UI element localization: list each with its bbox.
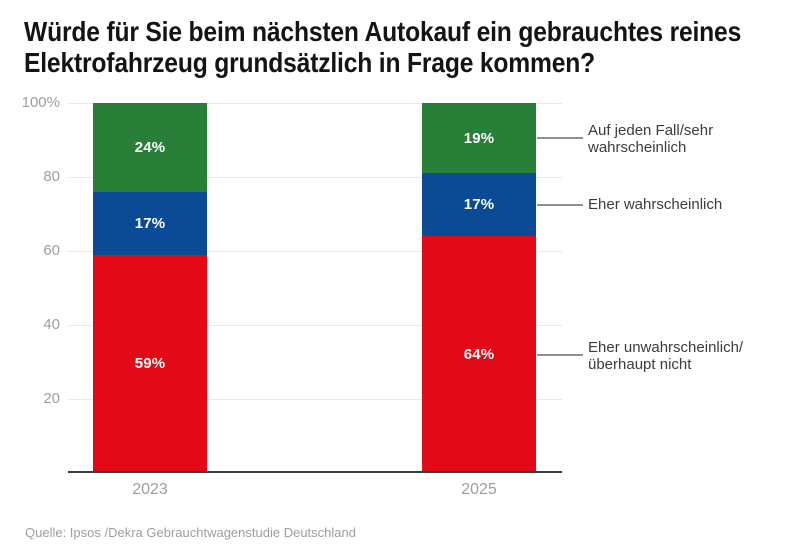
legend-connector-unlikely [537,354,583,356]
stacked-bar-2025: 64% 17% 19% [422,103,536,473]
stacked-bar-2023: 59% 17% 24% [93,103,207,473]
segment-value-label: 59% [134,355,166,373]
y-tick-label-80: 80 [43,168,60,185]
legend-label-unlikely: Eher unwahrscheinlich/ überhaupt nicht [588,339,743,373]
segment-value-label: 17% [134,214,166,232]
plot-area: 59% 17% 24% 64% 17% 19% [68,103,562,473]
bar-segment-2023-rather-likely: 17% [93,191,207,255]
legend-label-line: Eher unwahrscheinlich/ [588,339,744,356]
legend-connector-very-likely [537,137,583,139]
chart-title-line2: Elektrofahrzeug grundsätzlich in Frage k… [24,47,596,78]
gridline-80 [68,177,562,178]
legend-label-line: überhaupt nicht [588,356,692,373]
bar-segment-2023-very-likely: 24% [93,103,207,192]
x-axis-line [68,471,562,473]
y-tick-label-60: 60 [43,242,60,259]
legend-connector-rather-likely [537,204,583,206]
source-note: Quelle: Ipsos /Dekra Gebrauchtwagenstudi… [25,525,356,540]
gridline-40 [68,325,562,326]
bar-segment-2025-very-likely: 19% [422,103,536,174]
bar-segment-2023-unlikely: 59% [93,254,207,473]
x-tick-label-2025: 2025 [461,481,497,498]
y-tick-label-20: 20 [43,390,60,407]
chart-title: Würde für Sie beim nächsten Autokauf ein… [24,16,781,78]
segment-value-label: 64% [463,346,495,364]
legend-label-line: Auf jeden Fall/sehr [588,122,714,139]
legend-label-rather-likely: Eher wahrscheinlich [588,196,722,213]
gridline-60 [68,251,562,252]
segment-value-label: 17% [463,196,495,214]
gridline-100 [68,103,562,104]
x-tick-label-2023: 2023 [132,481,168,498]
segment-value-label: 24% [134,138,166,156]
chart-title-line1: Würde für Sie beim nächsten Autokauf ein… [24,16,742,47]
segment-value-label: 19% [463,129,495,147]
bar-segment-2025-unlikely: 64% [422,236,536,473]
gridline-20 [68,399,562,400]
legend-label-line: wahrscheinlich [588,139,687,156]
legend-label-line: Eher wahrscheinlich [588,196,723,213]
bar-segment-2025-rather-likely: 17% [422,173,536,237]
legend-label-very-likely: Auf jeden Fall/sehr wahrscheinlich [588,122,713,156]
y-tick-label-100: 100% [21,94,60,111]
y-tick-label-40: 40 [43,316,60,333]
